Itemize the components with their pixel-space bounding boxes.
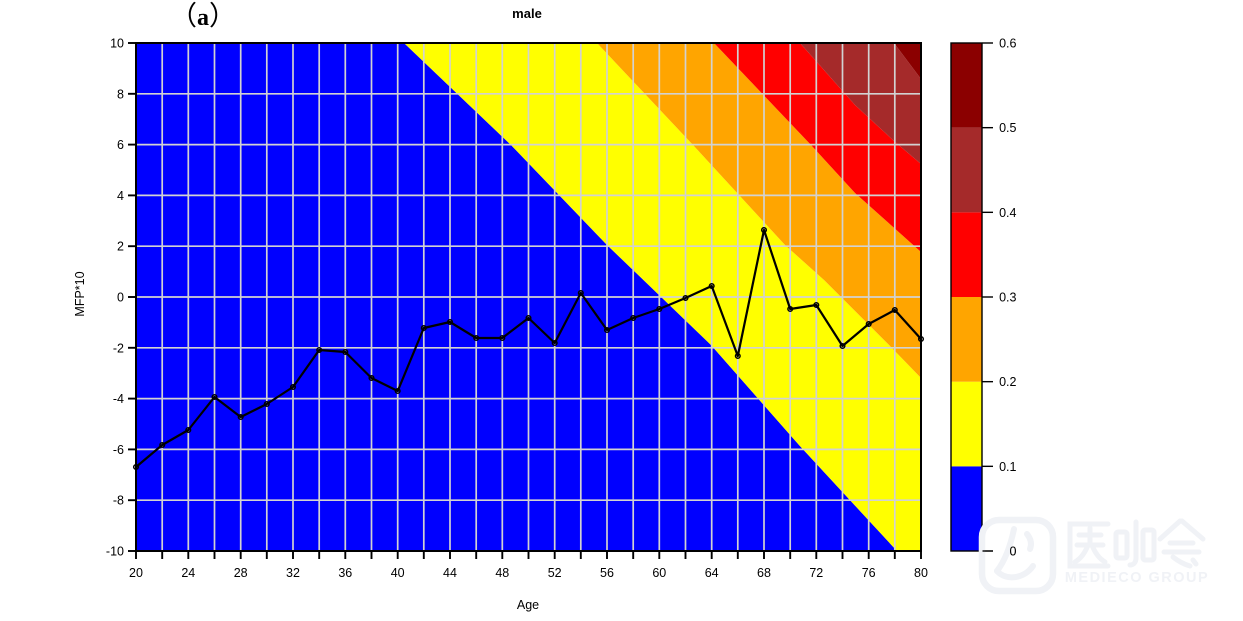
svg-text:80: 80 [914, 566, 928, 580]
svg-text:-2: -2 [113, 341, 124, 355]
svg-text:4: 4 [117, 189, 124, 203]
svg-text:0.4: 0.4 [999, 206, 1016, 220]
svg-text:20: 20 [129, 566, 143, 580]
svg-text:24: 24 [181, 566, 195, 580]
svg-text:6: 6 [117, 138, 124, 152]
svg-text:64: 64 [705, 566, 719, 580]
svg-text:52: 52 [548, 566, 562, 580]
svg-text:2: 2 [117, 240, 124, 254]
svg-text:0: 0 [117, 291, 124, 305]
svg-text:（a）: （a） [170, 1, 236, 31]
svg-text:0: 0 [1010, 545, 1017, 559]
svg-text:60: 60 [652, 566, 666, 580]
svg-text:0.1: 0.1 [999, 460, 1016, 474]
svg-text:36: 36 [338, 566, 352, 580]
svg-text:44: 44 [443, 566, 457, 580]
svg-text:32: 32 [286, 566, 300, 580]
svg-text:-8: -8 [113, 494, 124, 508]
svg-text:28: 28 [234, 566, 248, 580]
svg-text:48: 48 [495, 566, 509, 580]
svg-text:40: 40 [391, 566, 405, 580]
svg-text:male: male [512, 6, 542, 21]
svg-text:MFP*10: MFP*10 [73, 271, 87, 316]
svg-text:68: 68 [757, 566, 771, 580]
svg-text:-4: -4 [113, 392, 124, 406]
svg-text:0.6: 0.6 [999, 37, 1016, 51]
svg-text:10: 10 [110, 37, 124, 51]
svg-text:MEDIECO GROUP: MEDIECO GROUP [1065, 570, 1209, 586]
svg-text:0.2: 0.2 [999, 375, 1016, 389]
svg-text:8: 8 [117, 87, 124, 101]
svg-text:0.5: 0.5 [999, 121, 1016, 135]
svg-text:0.3: 0.3 [999, 291, 1016, 305]
svg-text:72: 72 [809, 566, 823, 580]
svg-text:76: 76 [862, 566, 876, 580]
svg-text:-10: -10 [106, 545, 124, 559]
svg-text:Age: Age [517, 598, 539, 612]
svg-text:-6: -6 [113, 443, 124, 457]
svg-text:56: 56 [600, 566, 614, 580]
